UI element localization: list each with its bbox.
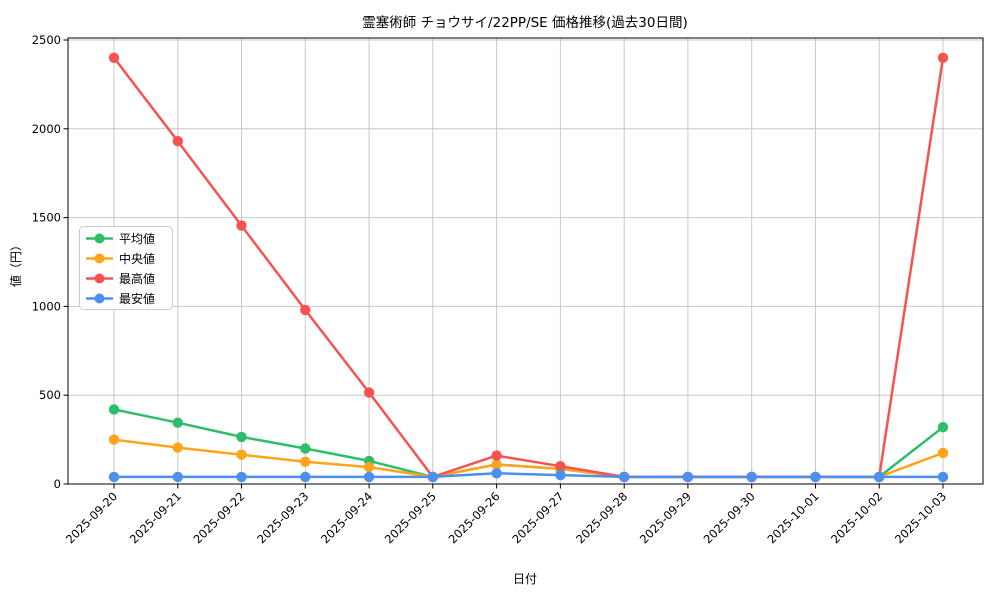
average-marker bbox=[300, 443, 311, 454]
legend-label: 最安値 bbox=[119, 291, 155, 306]
lowest-marker bbox=[491, 468, 502, 479]
lowest-marker bbox=[427, 471, 438, 483]
legend-label: 最高値 bbox=[119, 271, 155, 286]
y-axis-tick-label: 1000 bbox=[32, 299, 61, 313]
lowest-marker bbox=[810, 471, 821, 483]
lowest-marker bbox=[363, 471, 375, 483]
average-marker bbox=[172, 417, 183, 428]
median-legend-marker bbox=[94, 253, 105, 264]
average-marker bbox=[236, 431, 247, 443]
highest-marker bbox=[236, 220, 247, 231]
lowest-marker bbox=[300, 471, 311, 483]
highest-marker bbox=[300, 304, 311, 316]
lowest-line bbox=[112, 472, 945, 479]
y-axis-tick-label: 0 bbox=[54, 477, 61, 491]
highest-marker bbox=[108, 52, 120, 63]
y-axis: 0 500 1000 1500 2000 2500 bbox=[32, 33, 68, 491]
legend-label: 平均値 bbox=[119, 231, 155, 246]
y-axis-label: 値（円） bbox=[8, 239, 23, 287]
median-marker bbox=[491, 459, 502, 470]
average-legend-marker bbox=[94, 233, 105, 244]
median-marker bbox=[108, 434, 120, 445]
lowest-marker bbox=[937, 471, 949, 483]
lowest-marker bbox=[682, 471, 694, 483]
lowest-series bbox=[108, 468, 949, 483]
lowest-marker bbox=[172, 471, 183, 483]
lowest-marker bbox=[874, 471, 885, 483]
highest-marker bbox=[363, 387, 375, 398]
legend-box bbox=[79, 226, 173, 310]
lowest-legend-marker bbox=[94, 293, 105, 304]
highest-marker bbox=[555, 461, 566, 472]
median-marker bbox=[300, 456, 311, 467]
grid-lines bbox=[68, 38, 983, 485]
median-marker bbox=[937, 447, 949, 459]
average-marker bbox=[937, 422, 949, 433]
highest-legend-marker bbox=[94, 273, 105, 284]
lowest-marker bbox=[108, 471, 120, 483]
y-axis-tick-label: 500 bbox=[39, 388, 61, 402]
average-marker bbox=[108, 404, 120, 415]
highest-marker bbox=[937, 52, 949, 63]
chart-title: 霊塞術師 チョウサイ/22PP/SE 価格推移(過去30日間) bbox=[362, 14, 687, 31]
legend-item: 中央値 bbox=[86, 251, 155, 266]
legend-item: 平均値 bbox=[86, 231, 155, 246]
legend-label: 中央値 bbox=[119, 251, 155, 266]
lowest-marker bbox=[619, 471, 630, 483]
y-axis-tick-label: 2500 bbox=[32, 33, 61, 47]
y-axis-tick-label: 1500 bbox=[32, 211, 61, 225]
highest-marker bbox=[172, 136, 183, 147]
lowest-marker bbox=[746, 471, 757, 483]
lowest-marker bbox=[555, 469, 566, 481]
plot-border bbox=[67, 37, 984, 485]
median-marker bbox=[363, 461, 375, 473]
highest-marker bbox=[491, 450, 502, 461]
x-axis-label: 日付 bbox=[513, 572, 537, 586]
y-axis-tick-label: 2000 bbox=[32, 122, 61, 136]
lowest-marker bbox=[236, 471, 247, 483]
legend-item: 最高値 bbox=[86, 271, 155, 286]
median-marker bbox=[172, 442, 183, 453]
median-marker bbox=[236, 449, 247, 460]
legend-item: 最安値 bbox=[86, 291, 155, 306]
